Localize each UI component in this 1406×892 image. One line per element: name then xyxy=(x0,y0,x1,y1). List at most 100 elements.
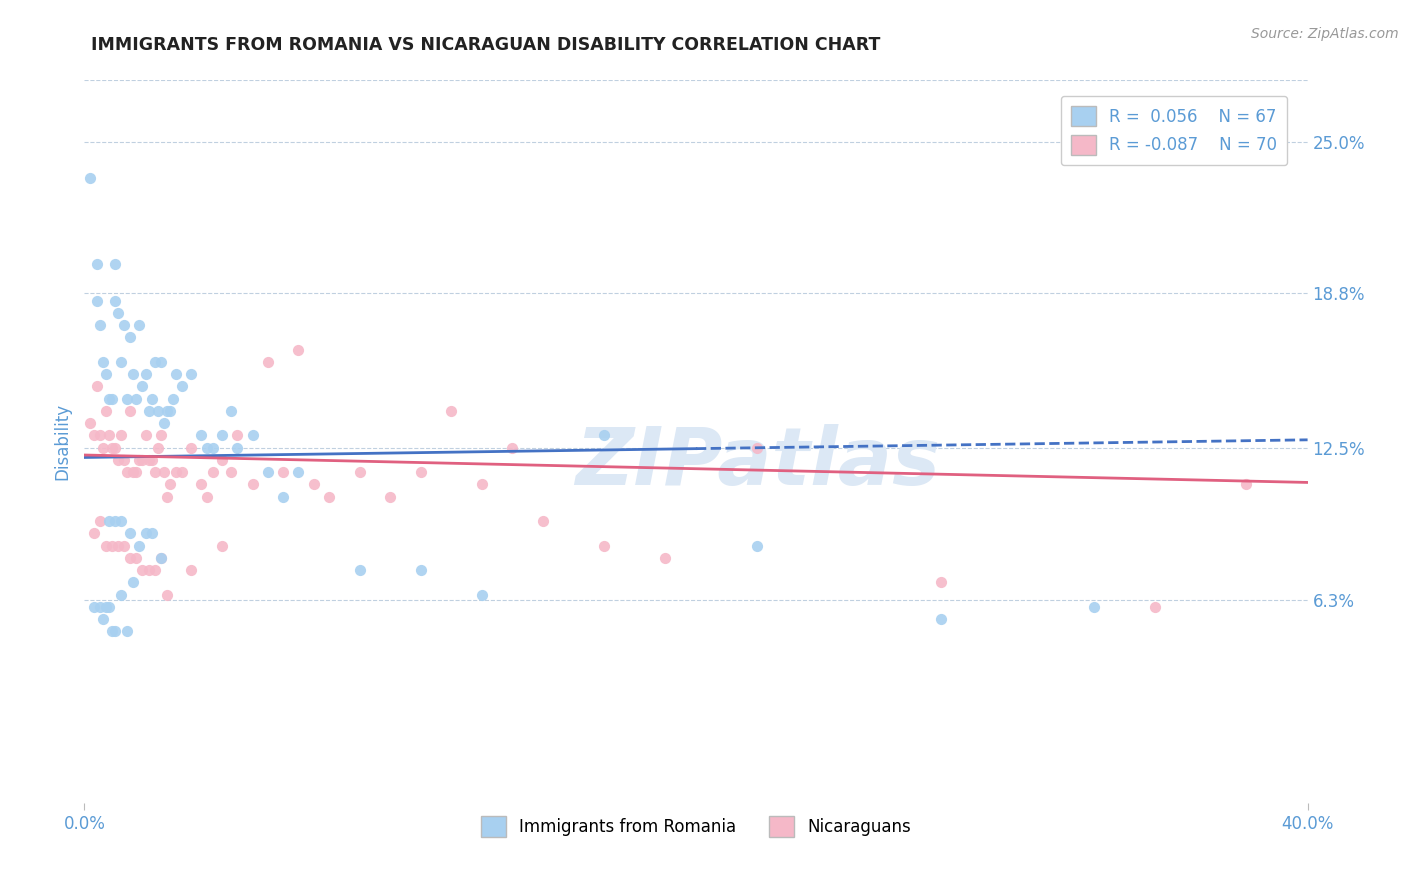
Point xyxy=(110,514,132,528)
Point xyxy=(141,526,163,541)
Point xyxy=(211,539,233,553)
Point xyxy=(101,539,124,553)
Point xyxy=(242,428,264,442)
Point xyxy=(211,428,233,442)
Point xyxy=(242,477,264,491)
Point xyxy=(83,599,105,614)
Point xyxy=(318,490,340,504)
Point xyxy=(115,392,138,406)
Point xyxy=(131,379,153,393)
Point xyxy=(112,318,135,333)
Point xyxy=(107,539,129,553)
Point xyxy=(83,428,105,442)
Point xyxy=(94,367,117,381)
Point xyxy=(1083,599,1105,614)
Point xyxy=(180,441,202,455)
Point xyxy=(89,318,111,333)
Point xyxy=(101,392,124,406)
Point xyxy=(471,588,494,602)
Point xyxy=(104,257,127,271)
Point xyxy=(120,330,142,344)
Point xyxy=(122,367,145,381)
Point xyxy=(190,477,212,491)
Point xyxy=(156,404,179,418)
Point xyxy=(219,465,242,479)
Point xyxy=(287,343,309,357)
Point xyxy=(146,404,169,418)
Point xyxy=(104,624,127,639)
Point xyxy=(97,392,120,406)
Point xyxy=(138,563,160,577)
Point xyxy=(747,539,769,553)
Point xyxy=(86,379,108,393)
Point xyxy=(112,539,135,553)
Point xyxy=(165,465,187,479)
Point xyxy=(120,404,142,418)
Point xyxy=(120,526,142,541)
Point xyxy=(122,575,145,590)
Point xyxy=(115,624,138,639)
Point xyxy=(195,490,218,504)
Point xyxy=(143,563,166,577)
Point xyxy=(120,550,142,565)
Point xyxy=(143,465,166,479)
Point xyxy=(86,293,108,308)
Point xyxy=(1143,599,1166,614)
Point xyxy=(257,465,280,479)
Point xyxy=(89,514,111,528)
Point xyxy=(135,526,157,541)
Point xyxy=(156,588,179,602)
Point xyxy=(271,490,294,504)
Point xyxy=(593,539,616,553)
Point xyxy=(149,428,172,442)
Point xyxy=(115,465,138,479)
Point xyxy=(94,404,117,418)
Point xyxy=(110,428,132,442)
Point xyxy=(131,563,153,577)
Point xyxy=(97,599,120,614)
Point xyxy=(219,404,242,418)
Point xyxy=(143,355,166,369)
Point xyxy=(107,306,129,320)
Point xyxy=(471,477,494,491)
Point xyxy=(125,550,148,565)
Point xyxy=(271,465,294,479)
Point xyxy=(440,404,463,418)
Point xyxy=(180,563,202,577)
Point xyxy=(149,550,172,565)
Point xyxy=(593,428,616,442)
Point xyxy=(190,428,212,442)
Point xyxy=(89,599,111,614)
Point xyxy=(83,526,105,541)
Point xyxy=(110,355,132,369)
Point xyxy=(94,539,117,553)
Point xyxy=(128,539,150,553)
Point xyxy=(153,416,176,430)
Point xyxy=(1236,477,1258,491)
Point xyxy=(91,355,114,369)
Point xyxy=(97,514,120,528)
Point xyxy=(91,612,114,626)
Point xyxy=(409,465,432,479)
Point xyxy=(226,441,249,455)
Point xyxy=(149,550,172,565)
Point xyxy=(156,490,179,504)
Text: IMMIGRANTS FROM ROMANIA VS NICARAGUAN DISABILITY CORRELATION CHART: IMMIGRANTS FROM ROMANIA VS NICARAGUAN DI… xyxy=(91,36,880,54)
Point xyxy=(107,453,129,467)
Point xyxy=(747,441,769,455)
Point xyxy=(226,428,249,442)
Point xyxy=(172,465,194,479)
Point xyxy=(302,477,325,491)
Point xyxy=(380,490,402,504)
Point xyxy=(172,379,194,393)
Point xyxy=(122,465,145,479)
Point xyxy=(138,453,160,467)
Point xyxy=(159,477,181,491)
Point xyxy=(112,453,135,467)
Point xyxy=(141,453,163,467)
Point xyxy=(141,392,163,406)
Point xyxy=(502,441,524,455)
Point xyxy=(131,453,153,467)
Point xyxy=(101,441,124,455)
Point xyxy=(110,588,132,602)
